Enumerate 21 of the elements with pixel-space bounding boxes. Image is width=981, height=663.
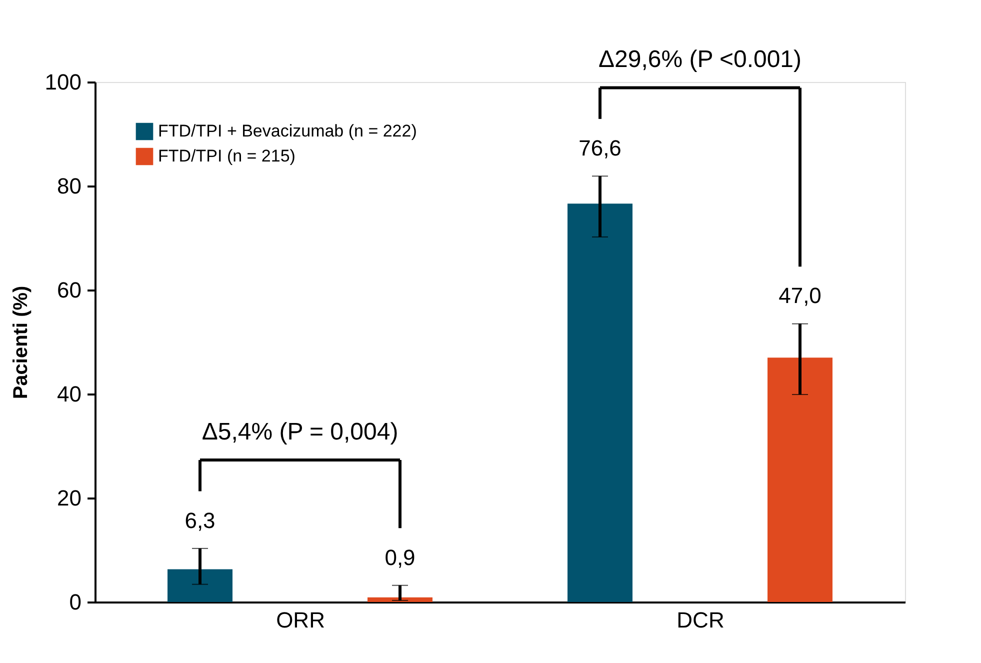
legend-label: FTD/TPI + Bevacizumab (n = 222): [158, 122, 417, 140]
y-tick-label: 100: [44, 70, 82, 94]
bar: [568, 204, 632, 602]
data-label: 6,3: [184, 508, 216, 533]
text: Δ29,6% (P <0.001): [598, 46, 802, 74]
data-label: 76,6: [578, 136, 622, 161]
y-tick-label: 60: [57, 278, 82, 302]
annotation: Δ5,4% (P = 0,004): [202, 418, 398, 446]
data-label: 0,9: [384, 544, 416, 570]
bar: [768, 358, 832, 602]
x-tick-label: DCR: [676, 608, 724, 632]
y-tick-label: 20: [57, 486, 82, 510]
legend-label: FTD/TPI (n = 215): [158, 146, 296, 166]
y-tick-label: 40: [57, 382, 82, 406]
x-tick-label: ORR: [276, 608, 325, 632]
bar: [168, 569, 232, 602]
y-tick-label: 0: [69, 590, 82, 614]
y-tick-label: 80: [57, 174, 82, 198]
bar: [368, 597, 432, 602]
y-axis-title: Pacienti (%): [10, 286, 32, 400]
data-label: 47,0: [778, 283, 822, 308]
